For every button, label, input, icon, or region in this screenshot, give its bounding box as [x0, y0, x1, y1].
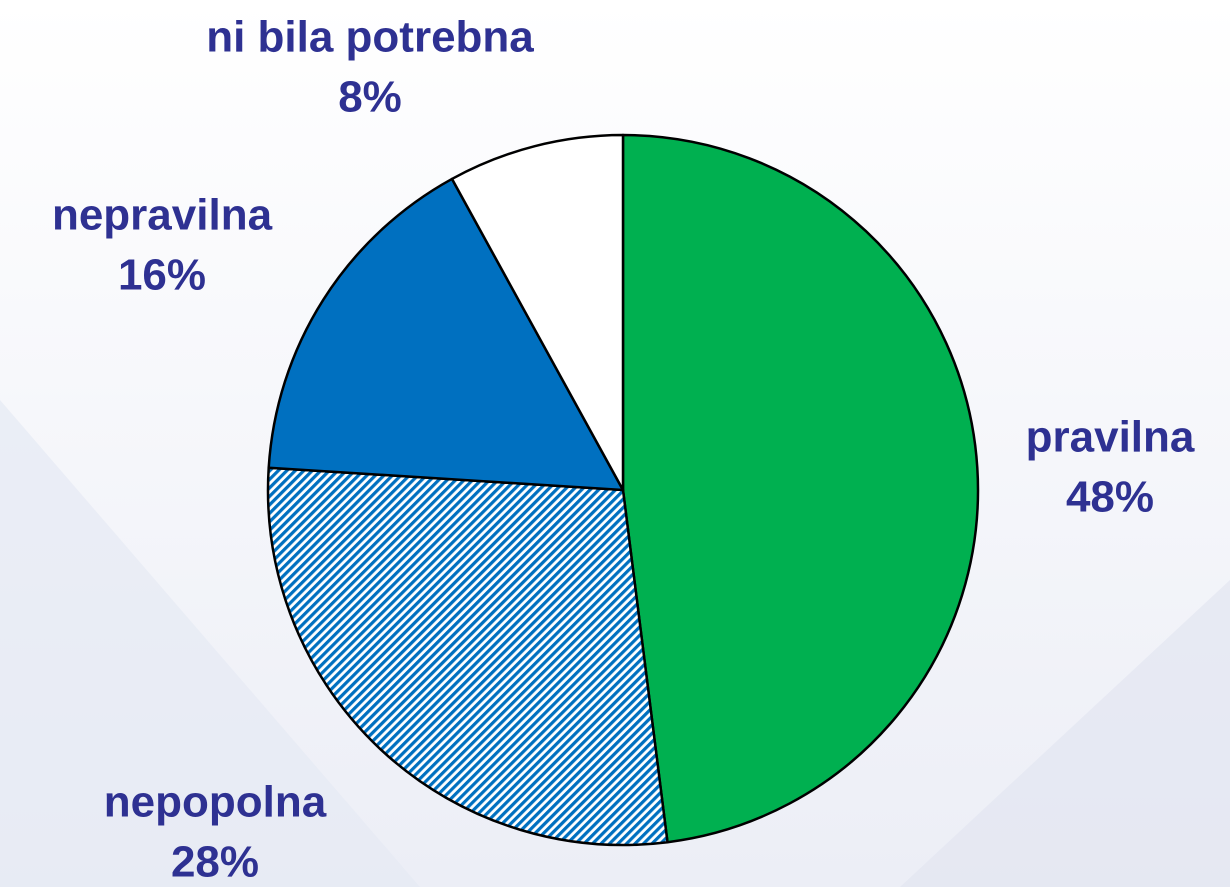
pie-slice	[621, 133, 980, 844]
pie-slice	[266, 466, 669, 847]
slice-value-label: 8%	[338, 73, 402, 122]
slice-label: ni bila potrebna	[206, 13, 534, 62]
pie	[266, 133, 980, 847]
background-shape	[0, 400, 420, 887]
slice-label: nepravilna	[52, 191, 273, 240]
slice-label: pravilna	[1026, 413, 1195, 462]
background-shape	[900, 580, 1230, 887]
labels: pravilna 48% nepopolna 28% nepravilna 16% ni b…	[52, 13, 1195, 887]
pie-slice	[450, 133, 625, 492]
slice-value-label: 28%	[171, 838, 259, 887]
pie-slice	[267, 177, 625, 492]
slice-value-label: 48%	[1066, 473, 1154, 522]
slice-label: nepopolna	[104, 778, 327, 827]
slice-value-label: 16%	[118, 251, 206, 300]
